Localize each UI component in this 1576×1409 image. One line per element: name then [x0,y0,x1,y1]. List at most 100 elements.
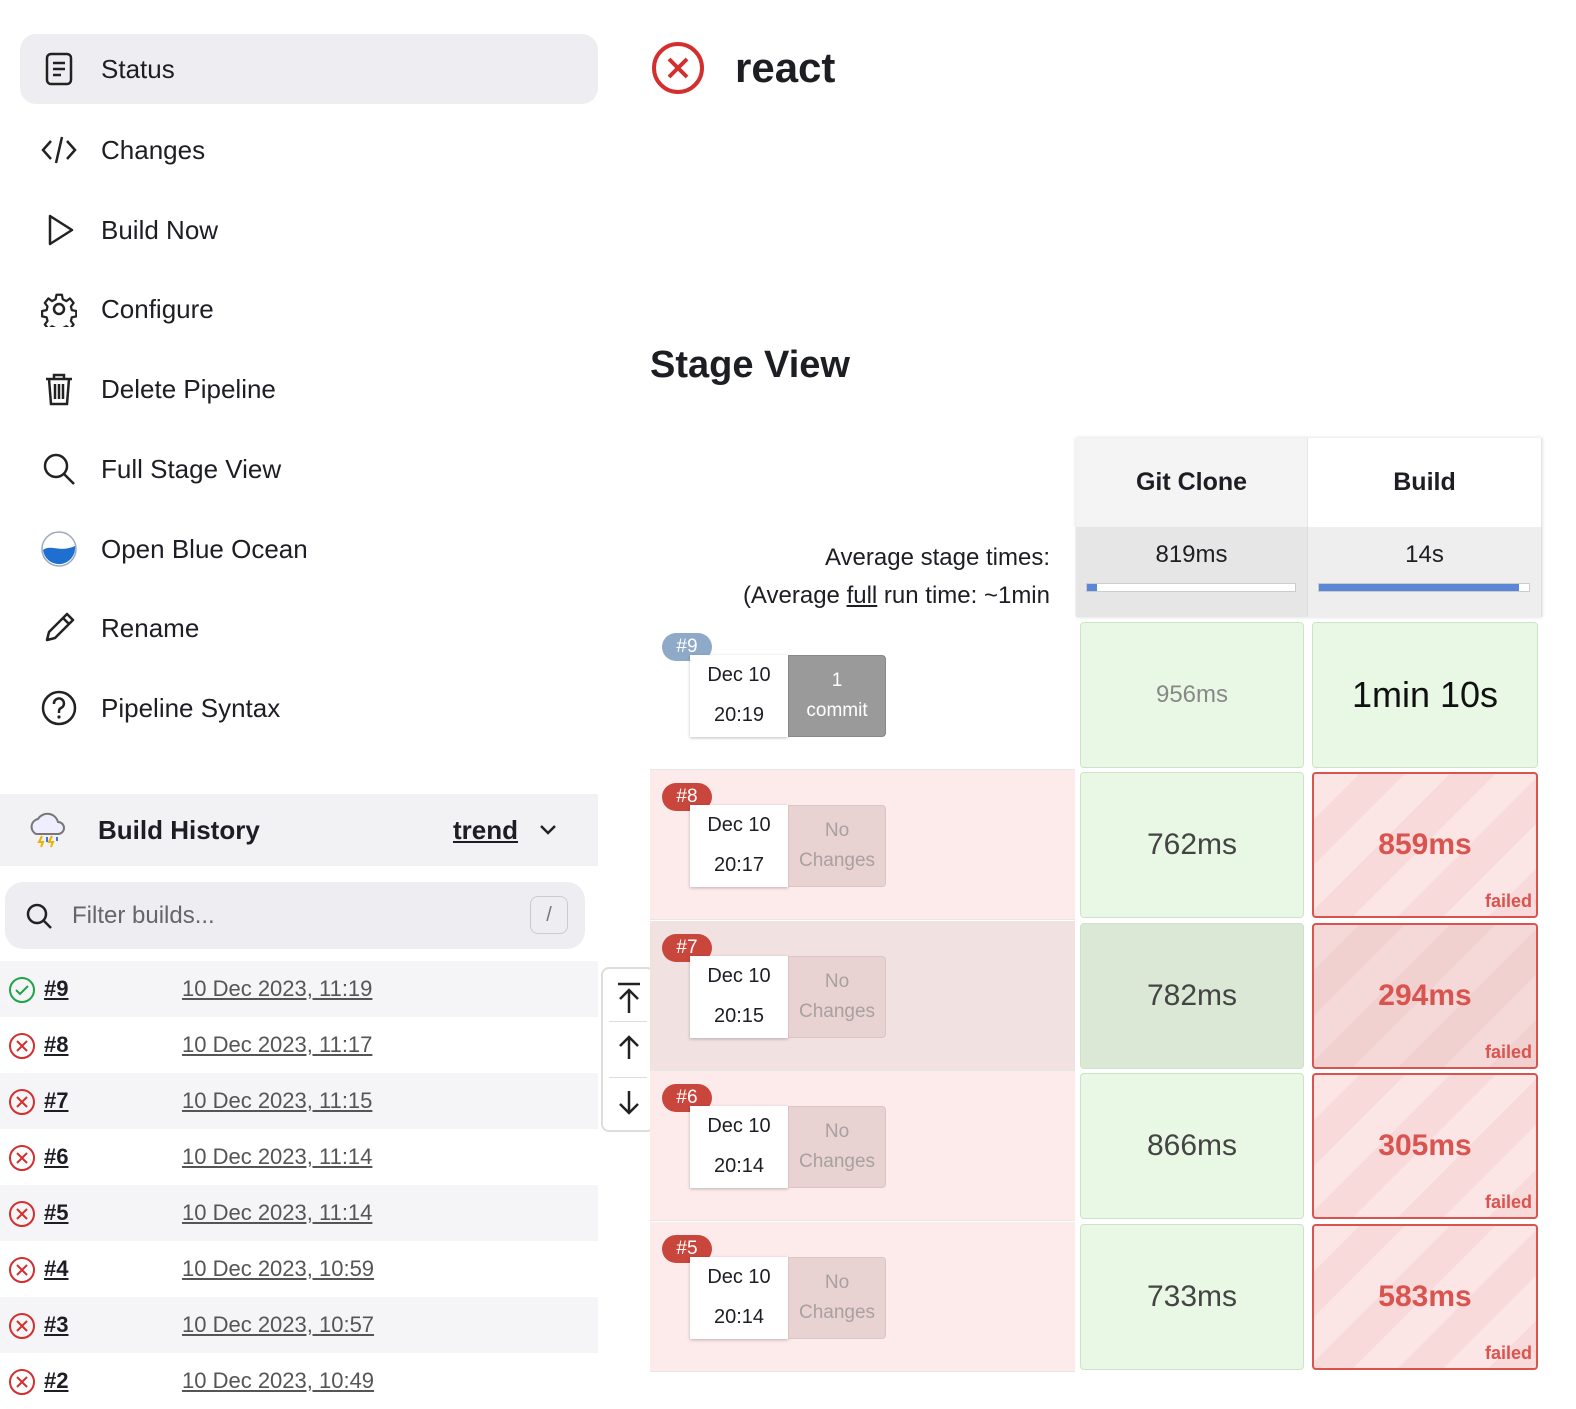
average-bar [1087,584,1097,591]
build-date[interactable]: 10 Dec 2023, 10:49 [182,1368,375,1393]
build-number[interactable]: #9 [44,976,69,1001]
stage-cell[interactable]: 733ms [1080,1224,1304,1370]
stage-cell[interactable]: 859ms failed [1312,772,1538,918]
stage-cell[interactable]: 956ms [1080,622,1304,768]
stage-header: Build [1308,438,1542,527]
chevron[interactable] [538,822,558,838]
build-row: #7 10 Dec 2023, 11:15 [0,1073,598,1129]
sidebar-icon [46,373,72,406]
scroll-up[interactable] [615,1033,643,1061]
stage-cell[interactable]: 1min 10s [1312,622,1538,768]
stage-duration: 733ms [1146,1280,1238,1313]
build-row: #8 10 Dec 2023, 11:17 [0,1017,598,1073]
run-date: Dec 10 20:14 [690,1257,788,1339]
stage-header: Git Clone [1076,438,1308,527]
run-date: Dec 10 20:17 [690,805,788,887]
average-label: Average stage times: [824,544,1050,571]
run-info: #5 Dec 10 20:14 No Changes [650,1222,1075,1372]
build-status-icon [9,1313,35,1339]
sidebar-icon [41,531,77,567]
build-number[interactable]: #6 [44,1144,69,1169]
stage-cell[interactable]: 762ms [1080,772,1304,918]
sidebar-item[interactable]: Full Stage View [20,434,598,504]
trend-link[interactable]: trend [453,815,518,845]
build-date[interactable]: 10 Dec 2023, 11:15 [182,1088,373,1113]
filter-box[interactable]: Filter builds... / [5,882,585,949]
run-changes[interactable]: No Changes [788,1106,886,1188]
run-changes[interactable]: No Changes [788,1257,886,1339]
build-number[interactable]: #3 [44,1312,69,1337]
stage-duration: 305ms [1378,1129,1472,1162]
run-date: Dec 10 20:14 [690,1106,788,1188]
sidebar-item[interactable]: Rename [20,593,598,663]
build-date[interactable]: 10 Dec 2023, 11:19 [182,976,373,1001]
average-bar [1319,584,1519,591]
sidebar-icon [41,136,77,164]
stage-cell[interactable]: 782ms [1080,923,1304,1069]
build-date[interactable]: 10 Dec 2023, 11:14 [182,1200,373,1225]
sidebar-icon [45,52,73,86]
run-day: Dec 10 [707,664,771,686]
build-history-header: Build History trend [0,794,598,866]
stage-cell[interactable]: 583ms failed [1312,1224,1538,1370]
sidebar-label: Open Blue Ocean [101,534,308,564]
run-changes[interactable]: 1 commit [788,655,886,737]
sidebar-icon [41,293,77,327]
scroll-down[interactable] [615,1089,643,1117]
scroll-top[interactable] [615,981,643,1015]
failed-status-icon [652,42,704,94]
build-row: #5 10 Dec 2023, 11:14 [0,1185,598,1241]
run-date: Dec 10 20:15 [690,956,788,1038]
build-status-icon [9,977,35,1003]
run-badge[interactable]: #6 [662,1084,712,1112]
build-status-icon [9,1089,35,1115]
build-date[interactable]: 10 Dec 2023, 10:59 [182,1256,375,1281]
stage-view-title: Stage View [650,344,850,386]
stage-cell[interactable]: 866ms [1080,1073,1304,1219]
sidebar-label: Build Now [101,215,219,245]
stage-duration: 583ms [1378,1280,1472,1313]
run-time: 20:14 [713,1306,765,1328]
stage-duration: 859ms [1378,828,1472,861]
failed-label: failed [1484,1343,1532,1363]
build-number[interactable]: #8 [44,1032,69,1057]
sidebar-label: Configure [101,294,214,324]
stage-duration: 762ms [1146,828,1238,861]
sidebar-item[interactable]: Delete Pipeline [20,354,598,424]
stage-duration: 866ms [1146,1129,1238,1162]
build-row: #6 10 Dec 2023, 11:14 [0,1129,598,1185]
build-history-title: Build History [98,815,260,845]
run-day: Dec 10 [707,965,771,987]
stage-duration: 294ms [1378,979,1472,1012]
sidebar-item[interactable]: Build Now [20,195,598,265]
run-changes[interactable]: No Changes [788,956,886,1038]
full-link[interactable]: full [846,582,878,609]
failed-label: failed [1484,1042,1532,1062]
run-date: Dec 10 20:19 [690,655,788,737]
build-date[interactable]: 10 Dec 2023, 11:17 [182,1032,373,1057]
sidebar-item[interactable]: Pipeline Syntax [20,673,598,743]
build-date[interactable]: 10 Dec 2023, 11:14 [182,1144,373,1169]
average-bar-track [1086,583,1296,592]
build-number[interactable]: #4 [44,1256,69,1281]
stage-average: 14s [1308,527,1542,617]
stage-cell[interactable]: 294ms failed [1312,923,1538,1069]
stage-cell[interactable]: 305ms failed [1312,1073,1538,1219]
build-row: #2 10 Dec 2023, 10:49 [0,1353,598,1409]
failed-label: failed [1484,891,1532,911]
run-time: 20:19 [713,704,765,726]
stage-average-value: 819ms [1155,541,1228,568]
build-number[interactable]: #7 [44,1088,69,1113]
run-changes[interactable]: No Changes [788,805,886,887]
build-number[interactable]: #5 [44,1200,69,1225]
build-number[interactable]: #2 [44,1368,69,1393]
sidebar-item[interactable]: Configure [20,274,598,344]
build-row: #4 10 Dec 2023, 10:59 [0,1241,598,1297]
job-title: react [735,44,836,91]
build-date[interactable]: 10 Dec 2023, 10:57 [182,1312,375,1337]
stage-duration: 956ms [1155,681,1229,708]
run-day: Dec 10 [707,1115,771,1137]
sidebar-item[interactable]: Status [20,34,598,104]
sidebar-item[interactable]: Open Blue Ocean [20,514,598,584]
sidebar-item[interactable]: Changes [20,115,598,185]
